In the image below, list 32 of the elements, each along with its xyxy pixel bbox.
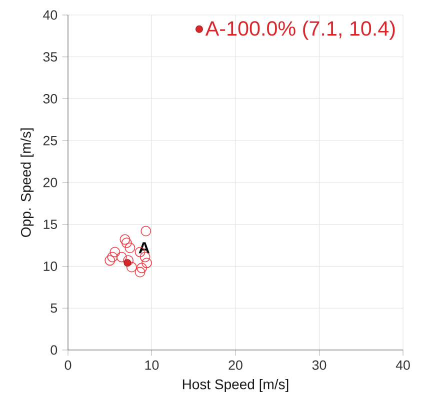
- point: [134, 266, 146, 278]
- y-tick-label: 10: [44, 262, 58, 271]
- point: [104, 255, 116, 266]
- y-tick-label: 5: [50, 303, 58, 313]
- point: [121, 238, 132, 248]
- point: [136, 262, 147, 274]
- y-tick-label: 20: [43, 178, 58, 188]
- point: [124, 259, 132, 267]
- point: [142, 258, 152, 268]
- point: [107, 252, 118, 262]
- x-tick-label: 40: [396, 360, 410, 370]
- point: [120, 234, 130, 245]
- y-tick-label: 30: [43, 94, 58, 104]
- x-axis-title: Host Speed [m/s]: [182, 379, 288, 392]
- point: [123, 255, 134, 266]
- y-axis-title: Opp. Speed [m/s]: [20, 128, 34, 237]
- y-tick-label: 35: [43, 52, 58, 62]
- point: [116, 252, 127, 262]
- x-tick-label: 30: [312, 360, 326, 370]
- annotation: A: [138, 242, 150, 254]
- point: [126, 262, 137, 272]
- point: [124, 242, 136, 254]
- y-tick-label: 40: [43, 10, 58, 20]
- y-tick-label: 15: [44, 220, 58, 230]
- y-tick-label: 0: [50, 345, 58, 355]
- legend-label: A-100.0% (7.1, 10.4): [205, 20, 395, 40]
- x-tick-label: 20: [228, 360, 242, 370]
- y-tick-label: 25: [43, 136, 58, 146]
- point: [140, 226, 152, 236]
- x-tick-label: 0: [64, 360, 72, 370]
- point: [110, 246, 120, 258]
- x-tick-label: 10: [145, 360, 159, 370]
